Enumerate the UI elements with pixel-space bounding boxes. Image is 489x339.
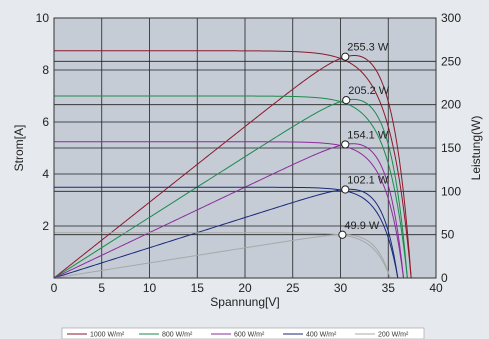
legend-label: 600 W/m² bbox=[234, 332, 265, 339]
y-right-tick-label: 100 bbox=[441, 184, 461, 198]
pmax-label: 255.3 W bbox=[347, 42, 389, 54]
legend-label: 400 W/m² bbox=[306, 332, 337, 339]
legend-box bbox=[61, 327, 425, 339]
pmax-marker bbox=[341, 185, 350, 194]
y-left-tick-label: 4 bbox=[42, 167, 49, 181]
pmax-label: 102.1 W bbox=[347, 175, 389, 187]
x-tick-label: 15 bbox=[191, 281, 205, 295]
iv-curve bbox=[54, 95, 408, 279]
iv-curve bbox=[54, 232, 391, 279]
y-left-ticks: 2 4 6 8 10 bbox=[36, 11, 50, 233]
x-tick-label: 20 bbox=[238, 281, 252, 295]
y-right-tick-label: 150 bbox=[441, 141, 461, 155]
x-axis-label: Spannung[V] bbox=[210, 295, 279, 309]
pmax-label: 154.1 W bbox=[347, 129, 389, 141]
y-axis-left-label: Strom[A] bbox=[12, 125, 26, 172]
pmax-label: 205.2 W bbox=[348, 85, 390, 97]
pv-curve bbox=[53, 234, 391, 279]
y-left-tick-label: 2 bbox=[42, 219, 49, 233]
y-left-tick-label: 8 bbox=[42, 63, 49, 77]
pmax-marker bbox=[341, 52, 350, 61]
iv-curve bbox=[54, 50, 412, 279]
x-ticks: 0 5 10 15 20 25 30 35 40 bbox=[51, 281, 443, 295]
y-right-tick-label: 300 bbox=[441, 11, 461, 25]
legend-label: 200 W/m² bbox=[378, 332, 409, 339]
x-tick-label: 5 bbox=[98, 281, 105, 295]
y-right-tick-label: 50 bbox=[441, 228, 455, 242]
pv-curve bbox=[53, 188, 399, 279]
y-right-tick-label: 0 bbox=[441, 271, 448, 285]
y-right-tick-label: 200 bbox=[441, 98, 461, 112]
legend-label: 1000 W/m² bbox=[90, 332, 125, 339]
x-tick-label: 40 bbox=[429, 281, 443, 295]
pmax-marker bbox=[341, 140, 350, 149]
y-right-ticks: 0 50 100 150 200 250 300 bbox=[441, 11, 461, 285]
pmax-marker bbox=[338, 230, 347, 239]
pmax-label: 49.9 W bbox=[344, 220, 379, 232]
pmax-markers: 255.3 W 205.2 W 154.1 W 102.1 W 49.9 W bbox=[338, 42, 390, 239]
x-tick-label: 25 bbox=[286, 281, 300, 295]
x-tick-label: 0 bbox=[51, 281, 58, 295]
legend: 1000 W/m² 800 W/m² 600 W/m² 400 W/m² 200 W/m… bbox=[61, 327, 425, 339]
pv-curve bbox=[53, 54, 412, 279]
y-axis-right-label: Leistung(W) bbox=[469, 116, 483, 181]
plot-frame bbox=[53, 17, 437, 279]
legend-label: 800 W/m² bbox=[162, 332, 193, 339]
y-right-tick-label: 250 bbox=[441, 54, 461, 68]
pmax-marker bbox=[342, 96, 351, 105]
y-left-tick-label: 10 bbox=[36, 11, 50, 25]
x-tick-label: 10 bbox=[143, 281, 157, 295]
y-left-tick-label: 6 bbox=[42, 115, 49, 129]
x-tick-label: 35 bbox=[382, 281, 396, 295]
x-tick-label: 30 bbox=[334, 281, 348, 295]
